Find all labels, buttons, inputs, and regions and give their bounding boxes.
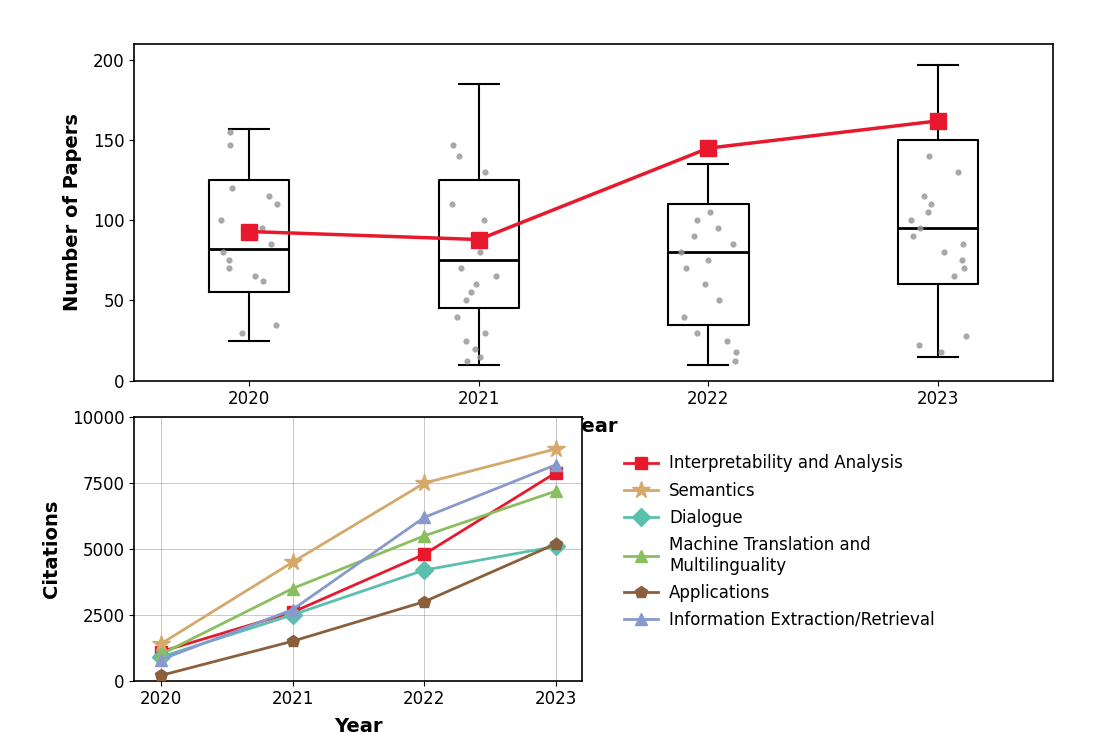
Point	[953, 255, 971, 266]
Point	[457, 294, 475, 306]
Point	[915, 190, 933, 202]
Y-axis label: Citations: Citations	[41, 500, 60, 598]
Point	[220, 263, 237, 274]
Point	[685, 231, 703, 242]
Point	[451, 263, 469, 274]
Point	[220, 255, 237, 266]
Point	[444, 139, 461, 151]
Point	[945, 271, 963, 283]
Point	[461, 287, 479, 299]
X-axis label: Year: Year	[569, 417, 618, 436]
Point	[932, 346, 950, 358]
Point	[675, 310, 693, 322]
Point	[911, 223, 928, 234]
Point	[727, 346, 745, 358]
Point	[954, 239, 972, 250]
Point	[709, 223, 727, 234]
Point	[260, 190, 278, 202]
Point	[472, 351, 489, 362]
Point	[688, 326, 706, 338]
Point	[458, 356, 476, 367]
Point	[246, 231, 264, 242]
Point	[476, 166, 494, 178]
Point	[696, 279, 713, 291]
Point	[269, 198, 287, 210]
Point	[457, 335, 475, 346]
Point	[672, 247, 690, 258]
Point	[466, 343, 484, 354]
Point	[726, 356, 744, 367]
Point	[918, 206, 936, 218]
Point	[955, 263, 973, 274]
Point	[448, 310, 466, 322]
Y-axis label: Number of Papers: Number of Papers	[63, 113, 82, 311]
Point	[246, 271, 264, 283]
Point	[268, 318, 286, 330]
Point	[223, 182, 241, 194]
Point	[212, 214, 230, 226]
Point	[253, 223, 271, 234]
Point	[718, 335, 736, 346]
Point	[902, 214, 920, 226]
Point	[724, 239, 741, 250]
Point	[467, 279, 485, 291]
Point	[688, 214, 706, 226]
Point	[450, 150, 468, 162]
Point	[905, 231, 923, 242]
Point	[935, 247, 953, 258]
Point	[911, 340, 928, 351]
Point	[222, 126, 240, 138]
Point	[470, 247, 488, 258]
Point	[233, 326, 251, 338]
Point	[214, 247, 232, 258]
Point	[958, 330, 976, 342]
Point	[476, 326, 494, 338]
Point	[442, 198, 460, 210]
Legend: Interpretability and Analysis, Semantics, Dialogue, Machine Translation and
Mult: Interpretability and Analysis, Semantics…	[624, 455, 935, 629]
Point	[222, 139, 240, 151]
Point	[254, 275, 272, 287]
X-axis label: Year: Year	[334, 717, 383, 732]
Point	[949, 166, 967, 178]
Point	[701, 206, 719, 218]
Point	[487, 271, 505, 283]
Point	[699, 255, 717, 266]
Point	[262, 239, 280, 250]
Point	[923, 198, 941, 210]
Point	[475, 214, 493, 226]
Point	[676, 263, 694, 274]
Point	[921, 150, 939, 162]
Point	[710, 294, 728, 306]
